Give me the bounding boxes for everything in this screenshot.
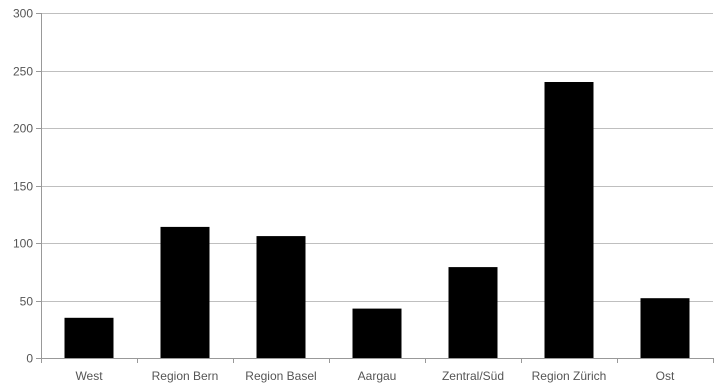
tick-labels: 0 50 100 150 200 250 300 West Region Bern Region …	[13, 7, 675, 384]
bar	[64, 317, 114, 359]
x-tick-label: Region Bern	[152, 369, 219, 383]
x-tick-label: Aargau	[358, 369, 397, 383]
axes	[36, 13, 714, 363]
bar	[544, 82, 594, 358]
bar	[352, 308, 402, 358]
bar	[448, 267, 498, 358]
gridlines	[41, 13, 713, 302]
bar	[640, 298, 690, 358]
y-tick-label: 100	[13, 237, 33, 251]
x-tick-label: Ost	[656, 369, 675, 383]
y-tick-label: 250	[13, 65, 33, 79]
y-tick-label: 0	[26, 352, 33, 366]
x-tick-label: Region Basel	[245, 369, 316, 383]
x-tick-label: West	[75, 369, 103, 383]
x-tick-label: Zentral/Süd	[442, 369, 504, 383]
x-tick-label: Region Zürich	[532, 369, 607, 383]
bar	[256, 236, 306, 358]
y-tick-label: 150	[13, 180, 33, 194]
y-tick-label: 50	[20, 295, 34, 309]
bars	[64, 82, 690, 359]
y-tick-label: 200	[13, 122, 33, 136]
y-tick-label: 300	[13, 7, 33, 21]
bar	[160, 226, 210, 358]
